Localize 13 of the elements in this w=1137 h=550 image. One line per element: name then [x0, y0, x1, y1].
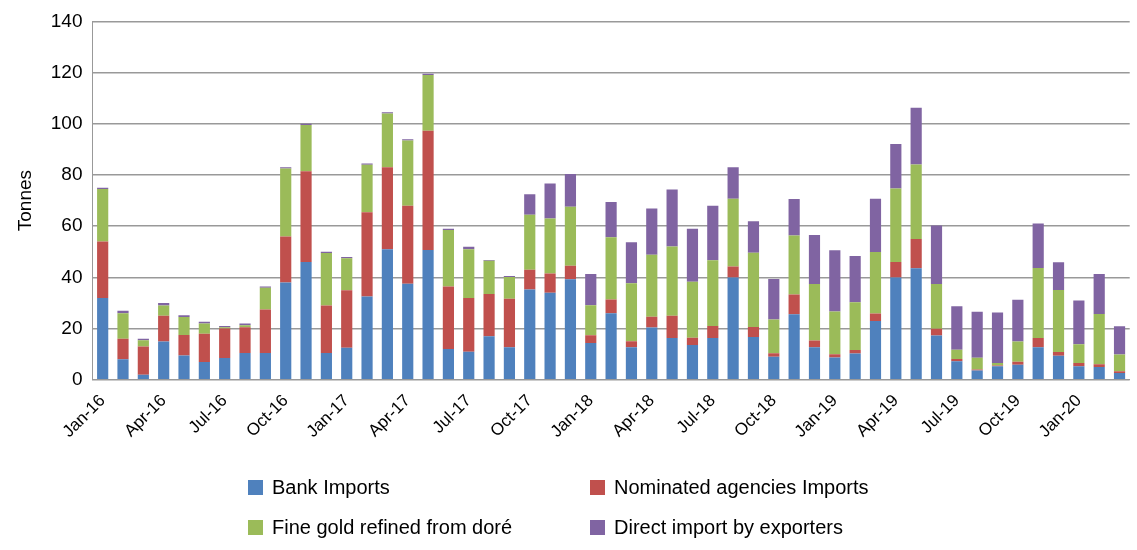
y-tick-label: 120	[50, 60, 83, 82]
legend-label: Fine gold refined from doré	[272, 515, 513, 538]
y-tick-label: 140	[50, 9, 83, 31]
legend-label: Direct import by exporters	[614, 515, 843, 538]
y-tick-label: 40	[61, 265, 83, 287]
y-axis-title: Tonnes	[13, 169, 35, 232]
y-tick-label: 60	[61, 214, 83, 236]
y-tick-label: 0	[71, 368, 83, 390]
legend-label: Bank Imports	[272, 475, 390, 498]
y-tick-label: 20	[61, 316, 83, 338]
legend-label: Nominated agencies Imports	[614, 475, 869, 498]
y-tick-label: 100	[50, 112, 83, 134]
y-tick-label: 80	[61, 163, 83, 185]
